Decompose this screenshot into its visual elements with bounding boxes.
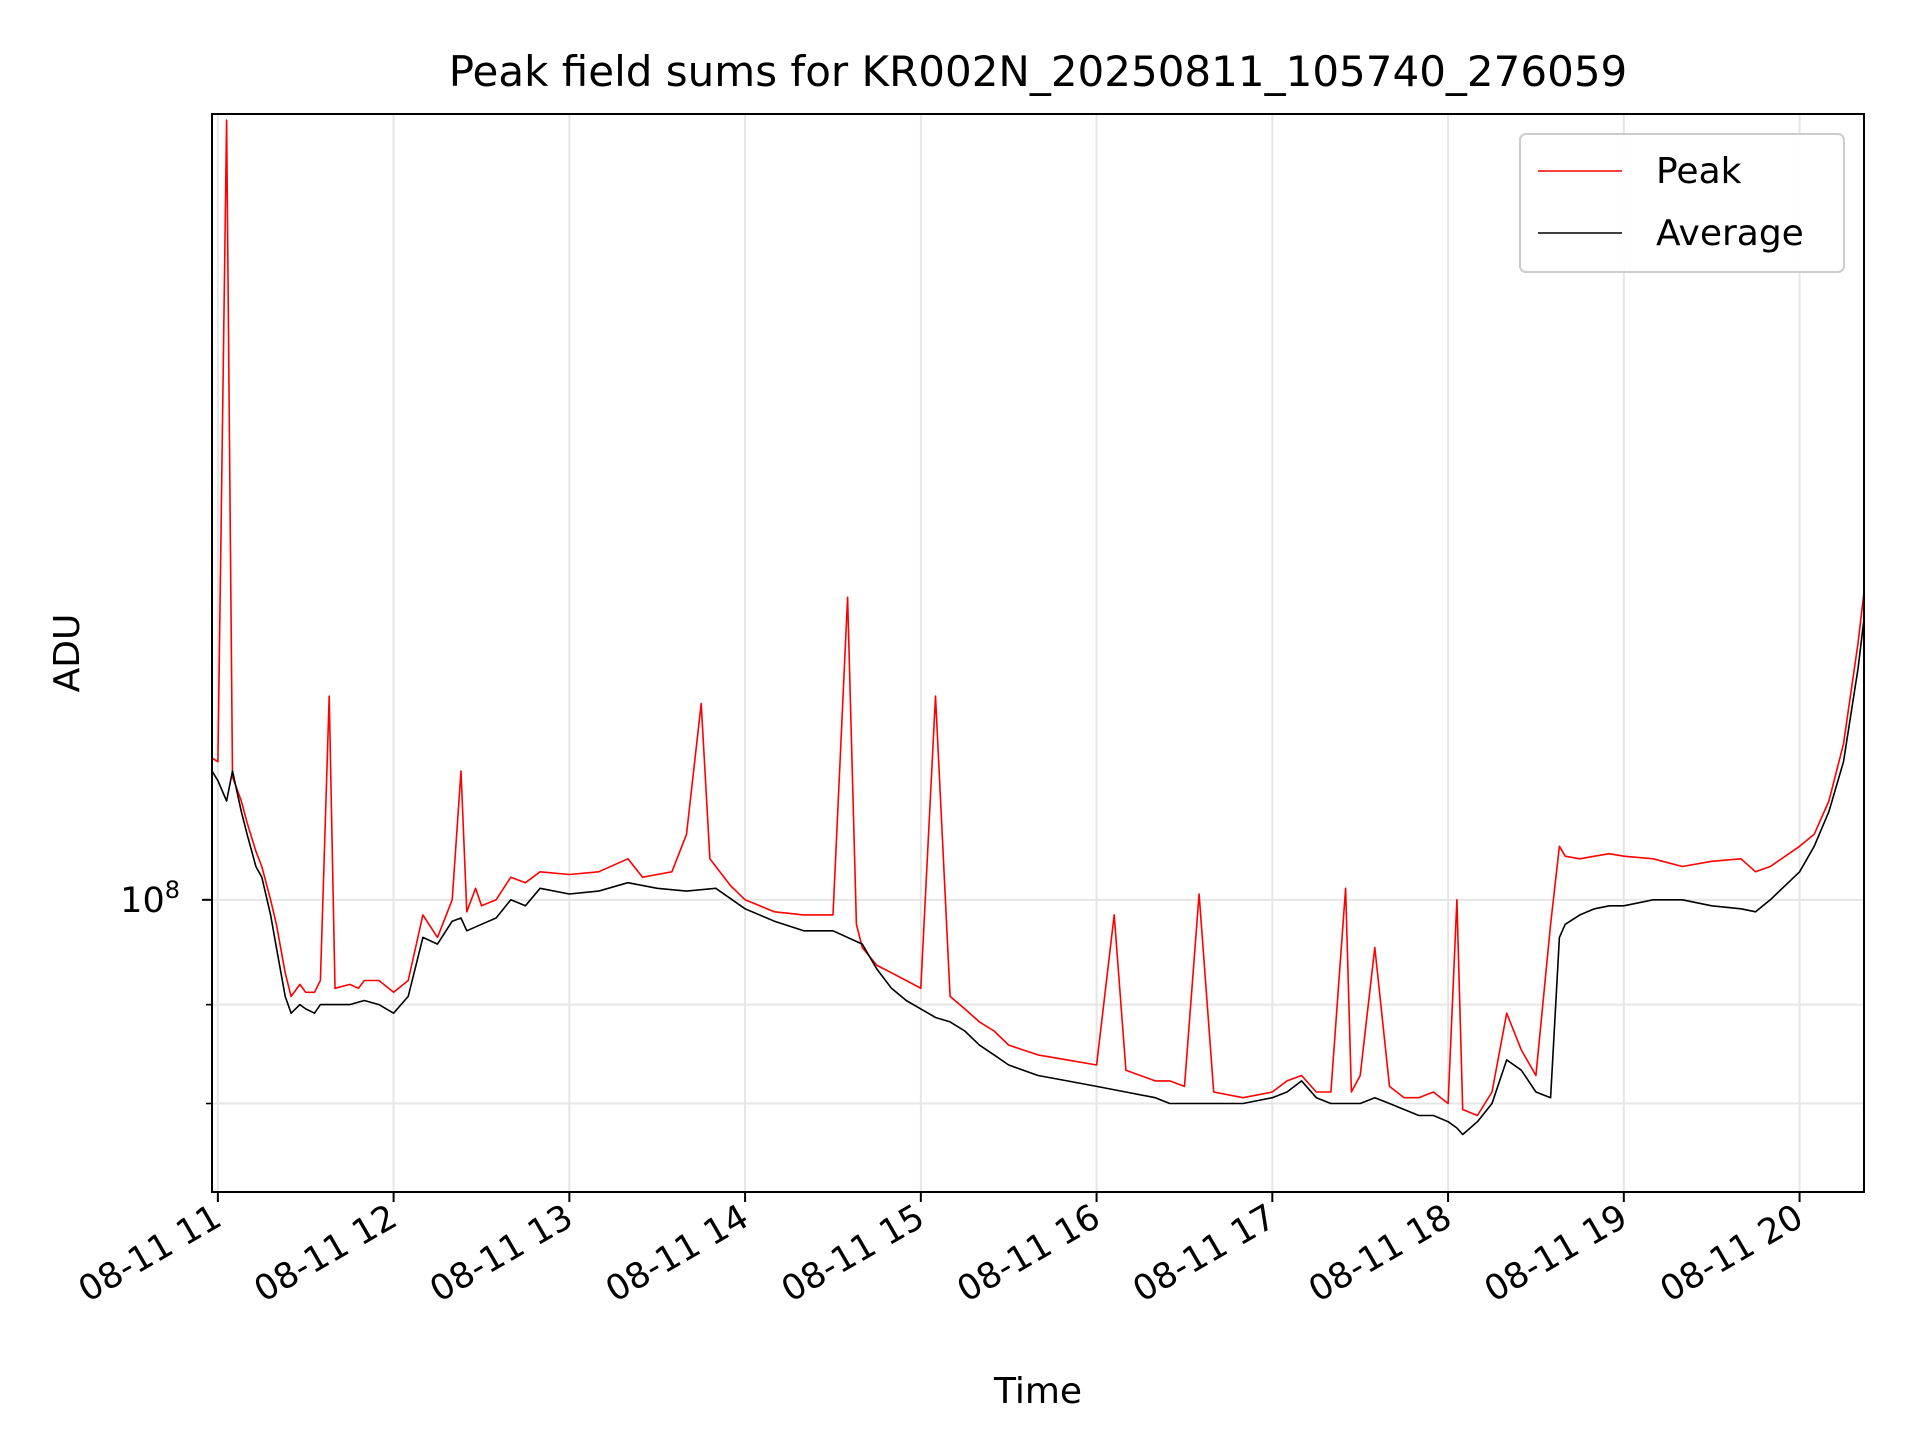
chart-title: Peak field sums for KR002N_20250811_1057… <box>449 47 1628 96</box>
x-axis-label: Time <box>993 1371 1082 1412</box>
series-line-average <box>211 618 1865 1136</box>
y-tick-exponent: 8 <box>165 876 180 904</box>
legend-average-label: Average <box>1656 213 1804 254</box>
y-axis-label: ADU <box>47 614 88 693</box>
series-layer <box>211 119 1865 1136</box>
gridlines <box>212 114 1864 1192</box>
legend-peak-label: Peak <box>1656 151 1742 192</box>
plot-frame <box>211 113 1865 1193</box>
series-line-peak <box>211 119 1865 1117</box>
legend-box <box>1519 133 1845 273</box>
legend: Peak Average <box>1519 133 1845 273</box>
